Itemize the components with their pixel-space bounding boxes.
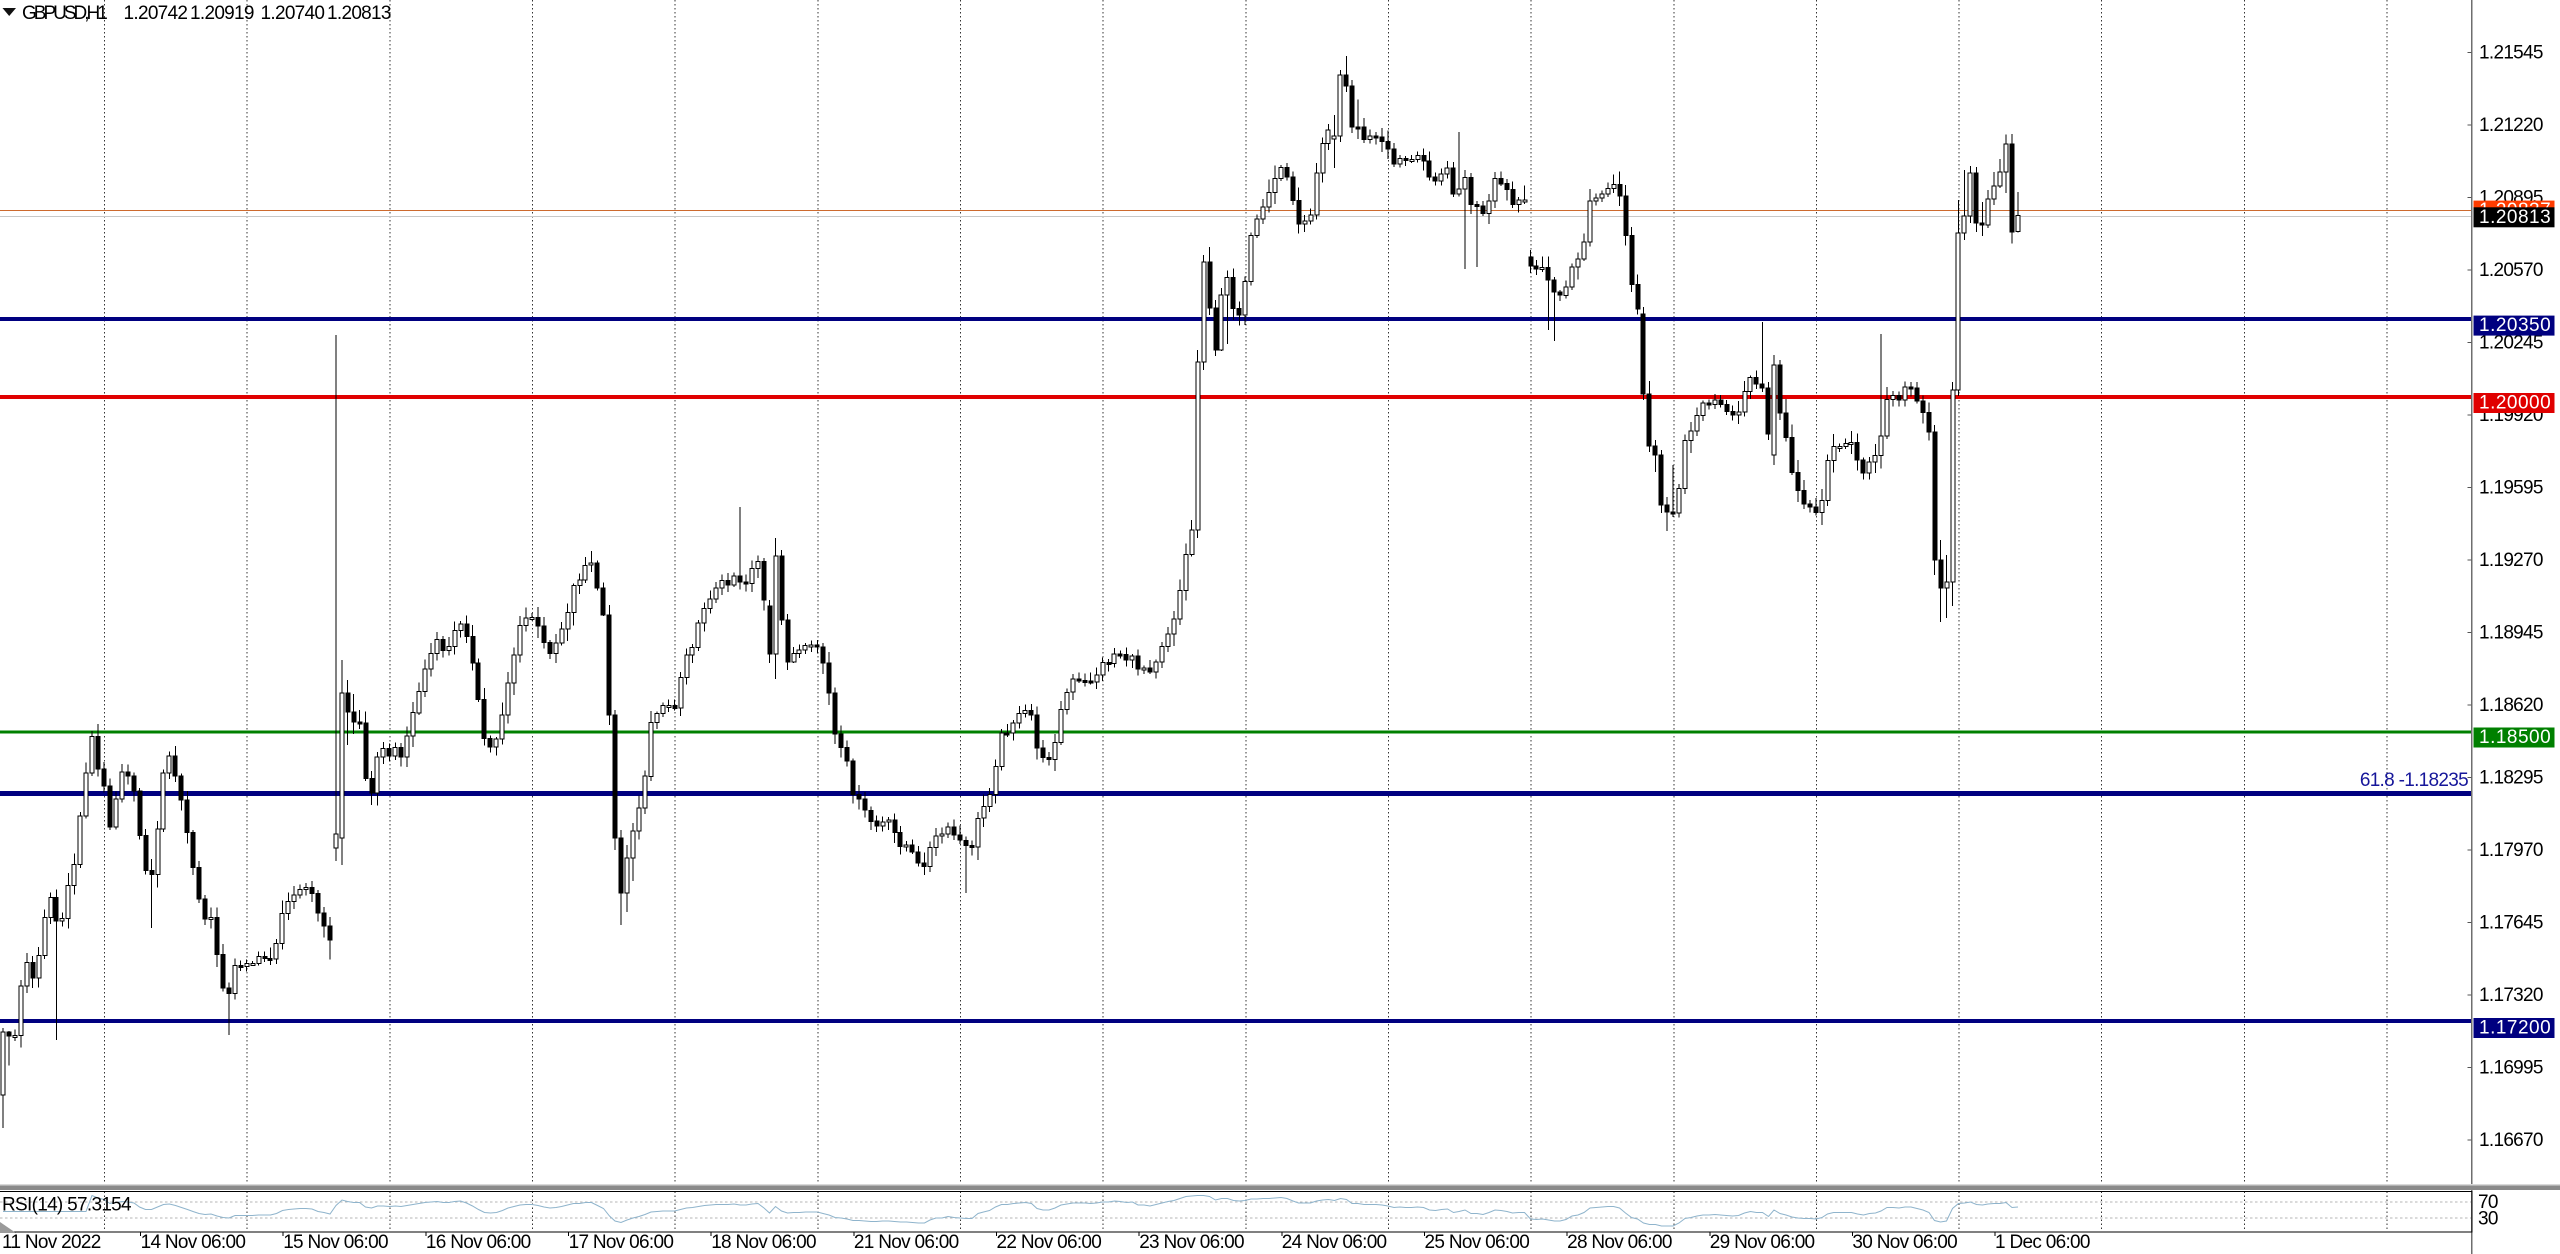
svg-text:1.20740: 1.20740 (261, 3, 325, 24)
svg-text:11 Nov 2022: 11 Nov 2022 (2, 1232, 101, 1253)
svg-text:21 Nov 06:00: 21 Nov 06:00 (854, 1232, 959, 1253)
svg-text:1.17645: 1.17645 (2479, 913, 2543, 934)
svg-text:1.17970: 1.17970 (2479, 840, 2543, 861)
svg-text:1.20350: 1.20350 (2479, 315, 2551, 336)
svg-text:61.8 -1.18235: 61.8 -1.18235 (2360, 770, 2468, 791)
svg-text:30: 30 (2478, 1209, 2498, 1230)
svg-text:30 Nov 06:00: 30 Nov 06:00 (1852, 1232, 1957, 1253)
svg-text:1.17200: 1.17200 (2479, 1018, 2551, 1039)
svg-text:22 Nov 06:00: 22 Nov 06:00 (997, 1232, 1102, 1253)
svg-text:29 Nov 06:00: 29 Nov 06:00 (1710, 1232, 1815, 1253)
svg-text:1.19595: 1.19595 (2479, 478, 2543, 499)
svg-text:1.21220: 1.21220 (2479, 115, 2543, 136)
svg-text:25 Nov 06:00: 25 Nov 06:00 (1425, 1232, 1530, 1253)
svg-text:RSI(14) 57.3154: RSI(14) 57.3154 (2, 1195, 132, 1216)
svg-text:1.20742: 1.20742 (124, 3, 188, 24)
svg-text:1.16670: 1.16670 (2479, 1130, 2543, 1151)
svg-text:1.20813: 1.20813 (327, 3, 391, 24)
svg-text:17 Nov 06:00: 17 Nov 06:00 (569, 1232, 674, 1253)
svg-text:1 Dec 06:00: 1 Dec 06:00 (1995, 1232, 2090, 1253)
svg-text:1.20570: 1.20570 (2479, 260, 2543, 281)
svg-text:18 Nov 06:00: 18 Nov 06:00 (711, 1232, 816, 1253)
svg-text:1.20813: 1.20813 (2479, 207, 2551, 228)
svg-text:1.20000: 1.20000 (2479, 393, 2551, 414)
svg-text:16 Nov 06:00: 16 Nov 06:00 (426, 1232, 531, 1253)
svg-text:15 Nov 06:00: 15 Nov 06:00 (283, 1232, 388, 1253)
svg-text:1.18295: 1.18295 (2479, 768, 2543, 789)
svg-text:GBPUSD,H1: GBPUSD,H1 (22, 3, 107, 24)
svg-text:70: 70 (2478, 1192, 2498, 1213)
svg-text:23 Nov 06:00: 23 Nov 06:00 (1139, 1232, 1244, 1253)
svg-text:1.16995: 1.16995 (2479, 1058, 2543, 1079)
svg-text:1.18945: 1.18945 (2479, 623, 2543, 644)
svg-text:14 Nov 06:00: 14 Nov 06:00 (141, 1232, 246, 1253)
svg-text:1.19270: 1.19270 (2479, 550, 2543, 571)
svg-text:1.21545: 1.21545 (2479, 43, 2543, 64)
svg-text:1.20245: 1.20245 (2479, 333, 2543, 354)
svg-text:1.20919: 1.20919 (190, 3, 254, 24)
svg-text:1.18500: 1.18500 (2479, 727, 2551, 748)
svg-text:28 Nov 06:00: 28 Nov 06:00 (1567, 1232, 1672, 1253)
svg-text:24 Nov 06:00: 24 Nov 06:00 (1282, 1232, 1387, 1253)
svg-text:1.18620: 1.18620 (2479, 695, 2543, 716)
svg-text:1.17320: 1.17320 (2479, 985, 2543, 1006)
